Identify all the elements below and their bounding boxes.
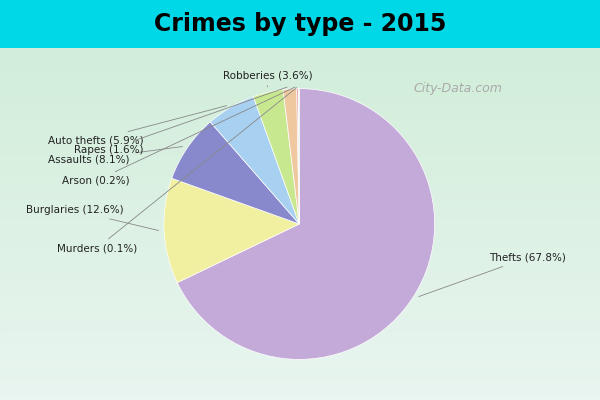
Bar xyxy=(0,231,600,238)
Bar xyxy=(0,294,600,302)
Bar xyxy=(0,90,600,97)
Text: Robberies (3.6%): Robberies (3.6%) xyxy=(223,70,313,87)
Bar xyxy=(0,154,600,161)
Bar xyxy=(0,168,600,175)
Bar xyxy=(0,217,600,224)
Bar xyxy=(0,393,600,400)
Bar xyxy=(0,97,600,104)
Text: Burglaries (12.6%): Burglaries (12.6%) xyxy=(26,206,158,230)
Bar xyxy=(0,196,600,203)
Bar xyxy=(0,245,600,252)
Wedge shape xyxy=(172,122,299,224)
Bar xyxy=(0,111,600,118)
Text: Rapes (1.6%): Rapes (1.6%) xyxy=(74,87,287,154)
Text: Auto thefts (5.9%): Auto thefts (5.9%) xyxy=(48,106,227,145)
Bar xyxy=(0,252,600,259)
Bar xyxy=(0,140,600,146)
Bar xyxy=(0,146,600,154)
Wedge shape xyxy=(253,90,299,224)
Wedge shape xyxy=(296,89,299,224)
Bar xyxy=(0,62,600,69)
Bar xyxy=(0,330,600,337)
Text: Assaults (8.1%): Assaults (8.1%) xyxy=(49,146,182,164)
Bar xyxy=(0,189,600,196)
Bar xyxy=(0,224,600,231)
Bar xyxy=(0,337,600,344)
Text: Thefts (67.8%): Thefts (67.8%) xyxy=(419,253,566,296)
Bar xyxy=(0,273,600,280)
Bar xyxy=(0,379,600,386)
Text: Murders (0.1%): Murders (0.1%) xyxy=(56,88,296,253)
Bar xyxy=(0,48,600,55)
Bar xyxy=(0,118,600,126)
Bar xyxy=(0,386,600,393)
Bar xyxy=(0,280,600,287)
Bar xyxy=(0,344,600,351)
Text: Arson (0.2%): Arson (0.2%) xyxy=(62,87,295,186)
Bar xyxy=(0,76,600,83)
Bar xyxy=(0,358,600,365)
Bar xyxy=(0,83,600,90)
Bar xyxy=(0,365,600,372)
Bar xyxy=(0,182,600,189)
Bar xyxy=(0,259,600,266)
Bar xyxy=(0,238,600,245)
Wedge shape xyxy=(210,97,299,224)
Wedge shape xyxy=(164,178,299,283)
Bar xyxy=(0,308,600,316)
Bar xyxy=(0,161,600,168)
Bar xyxy=(0,203,600,210)
Bar xyxy=(0,132,600,140)
Text: City-Data.com: City-Data.com xyxy=(413,82,502,95)
Bar xyxy=(0,287,600,294)
Bar xyxy=(0,322,600,330)
Bar xyxy=(0,104,600,111)
Bar xyxy=(0,351,600,358)
Bar xyxy=(0,316,600,322)
Bar xyxy=(0,69,600,76)
Wedge shape xyxy=(177,89,434,359)
Bar xyxy=(0,175,600,182)
Bar xyxy=(0,210,600,217)
Text: Crimes by type - 2015: Crimes by type - 2015 xyxy=(154,12,446,36)
Bar xyxy=(0,266,600,273)
Bar xyxy=(0,302,600,308)
Bar xyxy=(0,126,600,132)
Wedge shape xyxy=(298,89,299,224)
Bar xyxy=(0,372,600,379)
Bar xyxy=(0,55,600,62)
Wedge shape xyxy=(283,89,299,224)
